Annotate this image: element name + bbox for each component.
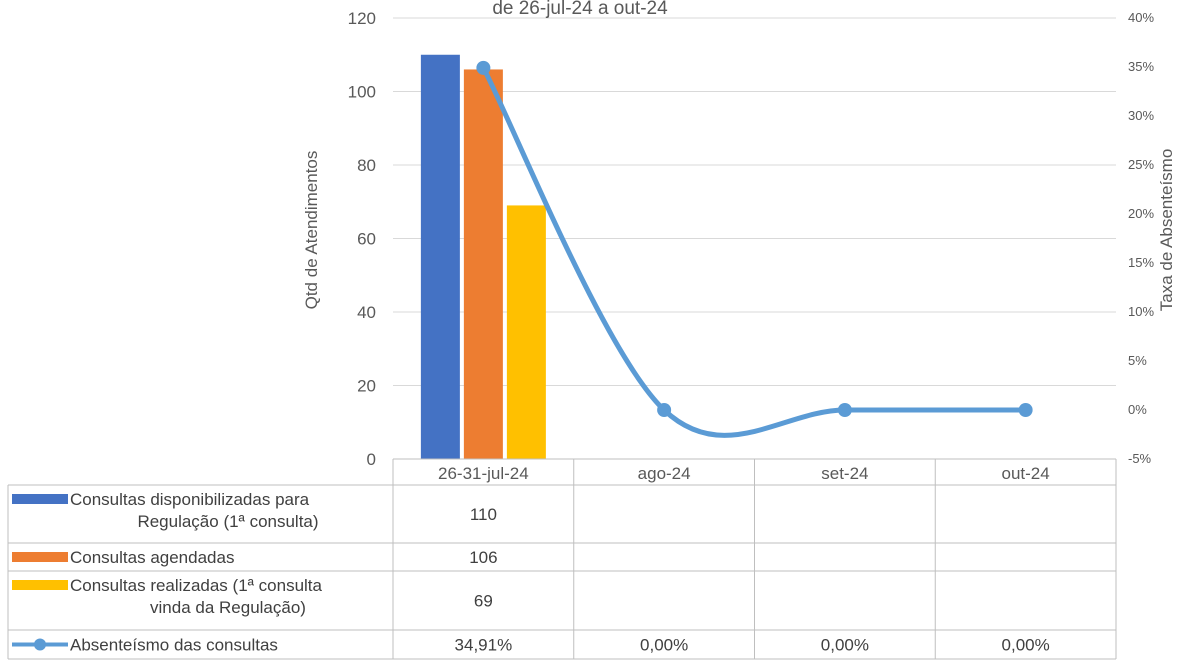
- y2-tick-label: 10%: [1128, 304, 1154, 319]
- y-tick-label: 20: [357, 377, 376, 396]
- y-tick-label: 60: [357, 230, 376, 249]
- line-point: [837, 403, 852, 417]
- y-tick-label: 40: [357, 303, 376, 322]
- chart-title: de 26-jul-24 a out-24: [492, 0, 668, 19]
- legend-label: Consultas agendadas: [70, 548, 234, 567]
- legend-label: Consultas realizadas (1ª consulta: [70, 576, 323, 595]
- line-point: [1018, 403, 1033, 417]
- y2-axis-title: Taxa de Absenteísmo: [1157, 149, 1176, 312]
- x-tick-label: 26-31-jul-24: [438, 464, 529, 483]
- legend-key: [12, 494, 68, 504]
- x-tick-label: set-24: [821, 464, 868, 483]
- y2-tick-label: 35%: [1128, 59, 1154, 74]
- legend-label: Absenteísmo das consultas: [70, 636, 278, 655]
- x-tick-label: out-24: [1002, 464, 1050, 483]
- line-series: [476, 60, 1033, 438]
- legend-label: Consultas disponibilizadas para: [70, 490, 310, 509]
- y-tick-label: 80: [357, 156, 376, 175]
- legend-key: [12, 552, 68, 562]
- x-tick-label: ago-24: [638, 464, 691, 483]
- legend-key: [12, 580, 68, 590]
- table-value: 34,91%: [455, 636, 513, 655]
- table-value: 0,00%: [821, 636, 869, 655]
- line-point: [657, 403, 672, 417]
- y-tick-label: 100: [348, 83, 376, 102]
- table-value: 0,00%: [640, 636, 688, 655]
- y-tick-label: 120: [348, 9, 376, 28]
- line-point: [476, 60, 491, 75]
- y2-tick-label: 25%: [1128, 157, 1154, 172]
- y-tick-label: 0: [367, 450, 376, 469]
- table-value: 110: [470, 505, 497, 524]
- y2-tick-label: 20%: [1128, 206, 1154, 221]
- table-value: 69: [474, 592, 493, 611]
- y2-tick-label: 30%: [1128, 108, 1154, 123]
- y-axis-ticks: 0 20 40 60 80 100 120: [348, 9, 376, 469]
- bar: [463, 69, 503, 459]
- absenteeism-line: [480, 65, 1029, 438]
- legend-label: Regulação (1ª consulta): [137, 512, 318, 531]
- y2-axis-ticks: -5% 0% 5% 10% 15% 20% 25% 30% 35% 40%: [1128, 10, 1154, 466]
- data-table: 26-31-jul-24 ago-24 set-24 out-24 Consultas …: [7, 458, 1117, 660]
- y2-tick-label: -5%: [1128, 451, 1152, 466]
- y2-tick-label: 40%: [1128, 10, 1154, 25]
- bars: [420, 54, 546, 459]
- table-value: 0,00%: [1002, 636, 1050, 655]
- legend-key: [34, 638, 46, 651]
- y2-tick-label: 0%: [1128, 402, 1147, 417]
- bar: [420, 54, 460, 459]
- bar: [506, 205, 546, 459]
- legend-label: vinda da Regulação): [150, 598, 306, 617]
- y2-tick-label: 5%: [1128, 353, 1147, 368]
- y-axis-title: Qtd de Atendimentos: [302, 151, 321, 310]
- y2-tick-label: 15%: [1128, 255, 1154, 270]
- table-value: 106: [469, 548, 497, 567]
